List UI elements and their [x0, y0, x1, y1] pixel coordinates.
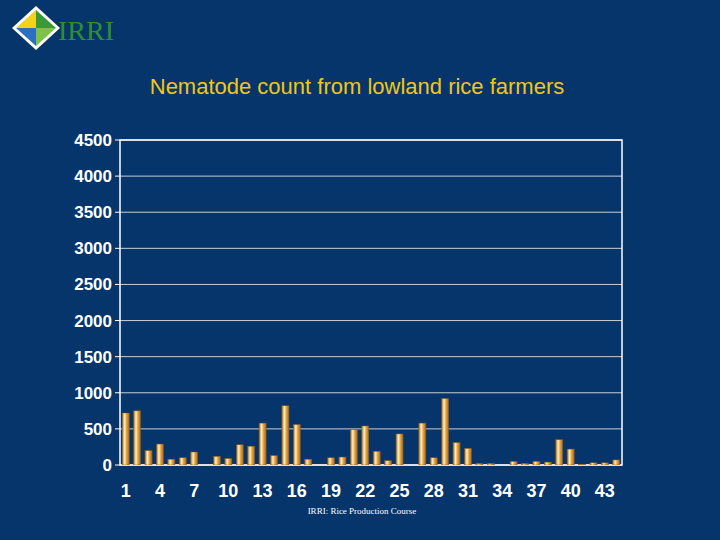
- x-tick-label: 31: [458, 481, 478, 501]
- footer: IRRI: Rice Production Course: [308, 506, 417, 516]
- slide: IRRI Nematode count from lowland rice far…: [0, 0, 720, 540]
- title: Nematode count from lowland rice farmers: [150, 74, 565, 99]
- grid-line: [120, 248, 622, 249]
- bar: [236, 445, 243, 465]
- bar: [213, 456, 220, 465]
- bar: [590, 463, 597, 465]
- bar: [122, 413, 129, 465]
- bar: [464, 448, 471, 465]
- x-tick-label: 16: [287, 481, 307, 501]
- x-tick-label: 13: [253, 481, 273, 501]
- plot-frame: [120, 140, 622, 465]
- grid-line: [120, 284, 622, 285]
- bar: [385, 461, 392, 465]
- grid: [115, 140, 622, 465]
- y-tick-label: 4000: [74, 167, 112, 186]
- bar: [179, 458, 186, 465]
- y-tick-label: 4500: [74, 131, 112, 150]
- y-tick-label: 1000: [74, 384, 112, 403]
- bar: [579, 464, 586, 465]
- x-tick-label: 37: [526, 481, 546, 501]
- y-tick-label: 0: [103, 456, 112, 475]
- bar: [282, 406, 289, 465]
- bar: [350, 430, 357, 465]
- bar: [293, 425, 300, 465]
- y-tick-label: 500: [84, 420, 112, 439]
- bar: [533, 461, 540, 465]
- bar: [419, 423, 426, 465]
- y-tick-label: 3500: [74, 203, 112, 222]
- bar: [305, 459, 312, 465]
- x-tick-label: 43: [595, 481, 615, 501]
- bar: [270, 456, 277, 465]
- x-tick-label: 1: [121, 481, 131, 501]
- bar: [259, 423, 266, 465]
- bar: [328, 458, 335, 465]
- logo-text: IRRI: [58, 15, 114, 46]
- y-tick-label: 2000: [74, 312, 112, 331]
- grid-line: [120, 212, 622, 213]
- bar: [442, 399, 449, 465]
- y-tick-label: 2500: [74, 275, 112, 294]
- x-tick-label: 25: [390, 481, 410, 501]
- grid-line: [120, 176, 622, 177]
- bar: [430, 458, 437, 465]
- slide-svg: IRRI Nematode count from lowland rice far…: [0, 0, 720, 540]
- x-tick-label: 22: [355, 481, 375, 501]
- x-tick-label: 10: [218, 481, 238, 501]
- bar: [567, 449, 574, 465]
- bar: [225, 459, 232, 466]
- x-tick-label: 4: [155, 481, 165, 501]
- bar: [453, 443, 460, 465]
- y-tick-label: 3000: [74, 239, 112, 258]
- bar: [316, 465, 323, 466]
- x-tick-label: 28: [424, 481, 444, 501]
- bar: [556, 440, 563, 465]
- x-tick-label: 40: [561, 481, 581, 501]
- grid-line: [120, 392, 622, 393]
- bar: [373, 451, 380, 465]
- bar: [362, 426, 369, 465]
- bar: [521, 464, 528, 465]
- x-tick-label: 7: [189, 481, 199, 501]
- grid-line: [120, 356, 622, 357]
- bar: [134, 411, 141, 465]
- grid-line: [120, 428, 622, 429]
- bar: [145, 451, 152, 465]
- bar: [156, 444, 163, 465]
- x-tick-label: 19: [321, 481, 341, 501]
- bar: [499, 465, 506, 466]
- bar: [601, 463, 608, 465]
- bar: [510, 461, 517, 465]
- bar: [168, 459, 175, 465]
- bar: [396, 434, 403, 465]
- y-tick-label: 1500: [74, 348, 112, 367]
- bar: [339, 457, 346, 465]
- bar: [544, 462, 551, 465]
- grid-line: [120, 320, 622, 321]
- bar: [202, 465, 209, 466]
- logo: IRRI: [12, 6, 114, 50]
- x-tick-label: 34: [492, 481, 512, 501]
- bar: [191, 452, 198, 465]
- bars: [122, 399, 620, 465]
- bar: [613, 460, 620, 465]
- bar: [248, 446, 255, 465]
- bar: [476, 464, 483, 465]
- bar: [487, 464, 494, 465]
- bar: [407, 465, 414, 466]
- background: [0, 0, 720, 540]
